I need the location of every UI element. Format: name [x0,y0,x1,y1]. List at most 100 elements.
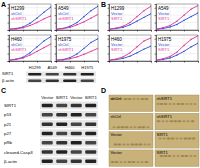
tick [70,30,71,32]
row-label: cleaved-Casp3 [4,150,33,155]
tick [198,30,199,32]
point [109,29,110,30]
cell [123,98,126,100]
grid-line [9,53,51,54]
micrograph-label: shCtrl [111,114,122,119]
band [42,160,53,164]
point [22,57,23,58]
grid-line [156,22,198,23]
band [63,79,76,81]
tick-mark [55,46,57,47]
band [28,73,41,75]
grid-line [37,35,38,61]
point [22,26,23,27]
point [22,27,23,28]
plot-area [56,6,98,30]
micrograph-label: Vector [111,150,123,155]
cell [143,144,146,146]
plot-area [9,36,51,61]
plot-frame [109,4,151,30]
point [83,54,84,55]
tick [55,23,57,24]
tick [155,54,157,55]
point [76,22,77,23]
point [190,39,191,40]
cell [115,161,118,163]
tick-mark [8,61,10,62]
tick [8,39,10,40]
cell [136,98,139,100]
cell [182,120,185,122]
band [42,141,53,145]
tick [170,30,171,32]
point [197,12,198,13]
line-chart: H460shCtrlshSIRT1 [8,35,52,63]
tick-mark [170,30,171,32]
y-axis [155,5,157,31]
tick-mark [108,61,110,62]
band [71,122,82,126]
point [176,20,177,21]
plot-area [9,6,51,30]
line-chart: A549VectorSIRT1 [155,4,199,32]
axis-line [57,62,99,63]
x-axis [57,30,99,32]
plot-frame [109,35,151,61]
grid-line [84,4,85,30]
band [85,132,96,136]
x-axis [10,61,52,63]
point [115,27,116,28]
cell [127,98,130,100]
tick [98,30,99,32]
cell [130,144,133,146]
point [56,29,57,30]
cell [117,126,120,128]
cell [176,103,179,105]
point [97,14,98,15]
cell [128,161,131,163]
tick-mark [108,15,110,16]
point [169,56,170,57]
tick-mark [8,23,10,24]
micrograph-label: shCtrl [111,96,122,101]
point [69,58,70,59]
legend-entry: shSIRT1 [58,47,74,52]
point [143,17,144,18]
cell [129,126,132,128]
point [176,24,177,25]
cell [138,126,141,128]
tick-mark [55,39,57,40]
tick-mark [8,54,10,55]
series-line [9,44,51,60]
point [29,23,30,24]
point [162,27,163,28]
point [56,60,57,61]
point [69,27,70,28]
plot-area [156,35,198,61]
row-label: β-actin [2,78,14,83]
cell [159,103,162,105]
cell [137,126,140,128]
band [71,132,82,136]
tick-mark [155,46,157,47]
tick [84,30,85,32]
cell [184,138,187,140]
grid-line [184,4,185,30]
plot-area [109,6,151,30]
point [43,11,44,12]
point [183,20,184,21]
legend-entry: SIRT1 [111,16,123,21]
point [190,46,191,47]
micrograph-label: shSIRT1 [157,114,173,119]
blot-strip [40,120,98,128]
micrograph [155,132,199,149]
cell [114,161,117,163]
cell [191,138,194,140]
cell [163,103,166,105]
tick-mark [70,30,71,32]
point [143,10,144,11]
point [43,18,44,19]
cell [180,103,183,105]
legend-entry: SIRT1 [158,16,170,21]
tick-mark [151,30,152,32]
